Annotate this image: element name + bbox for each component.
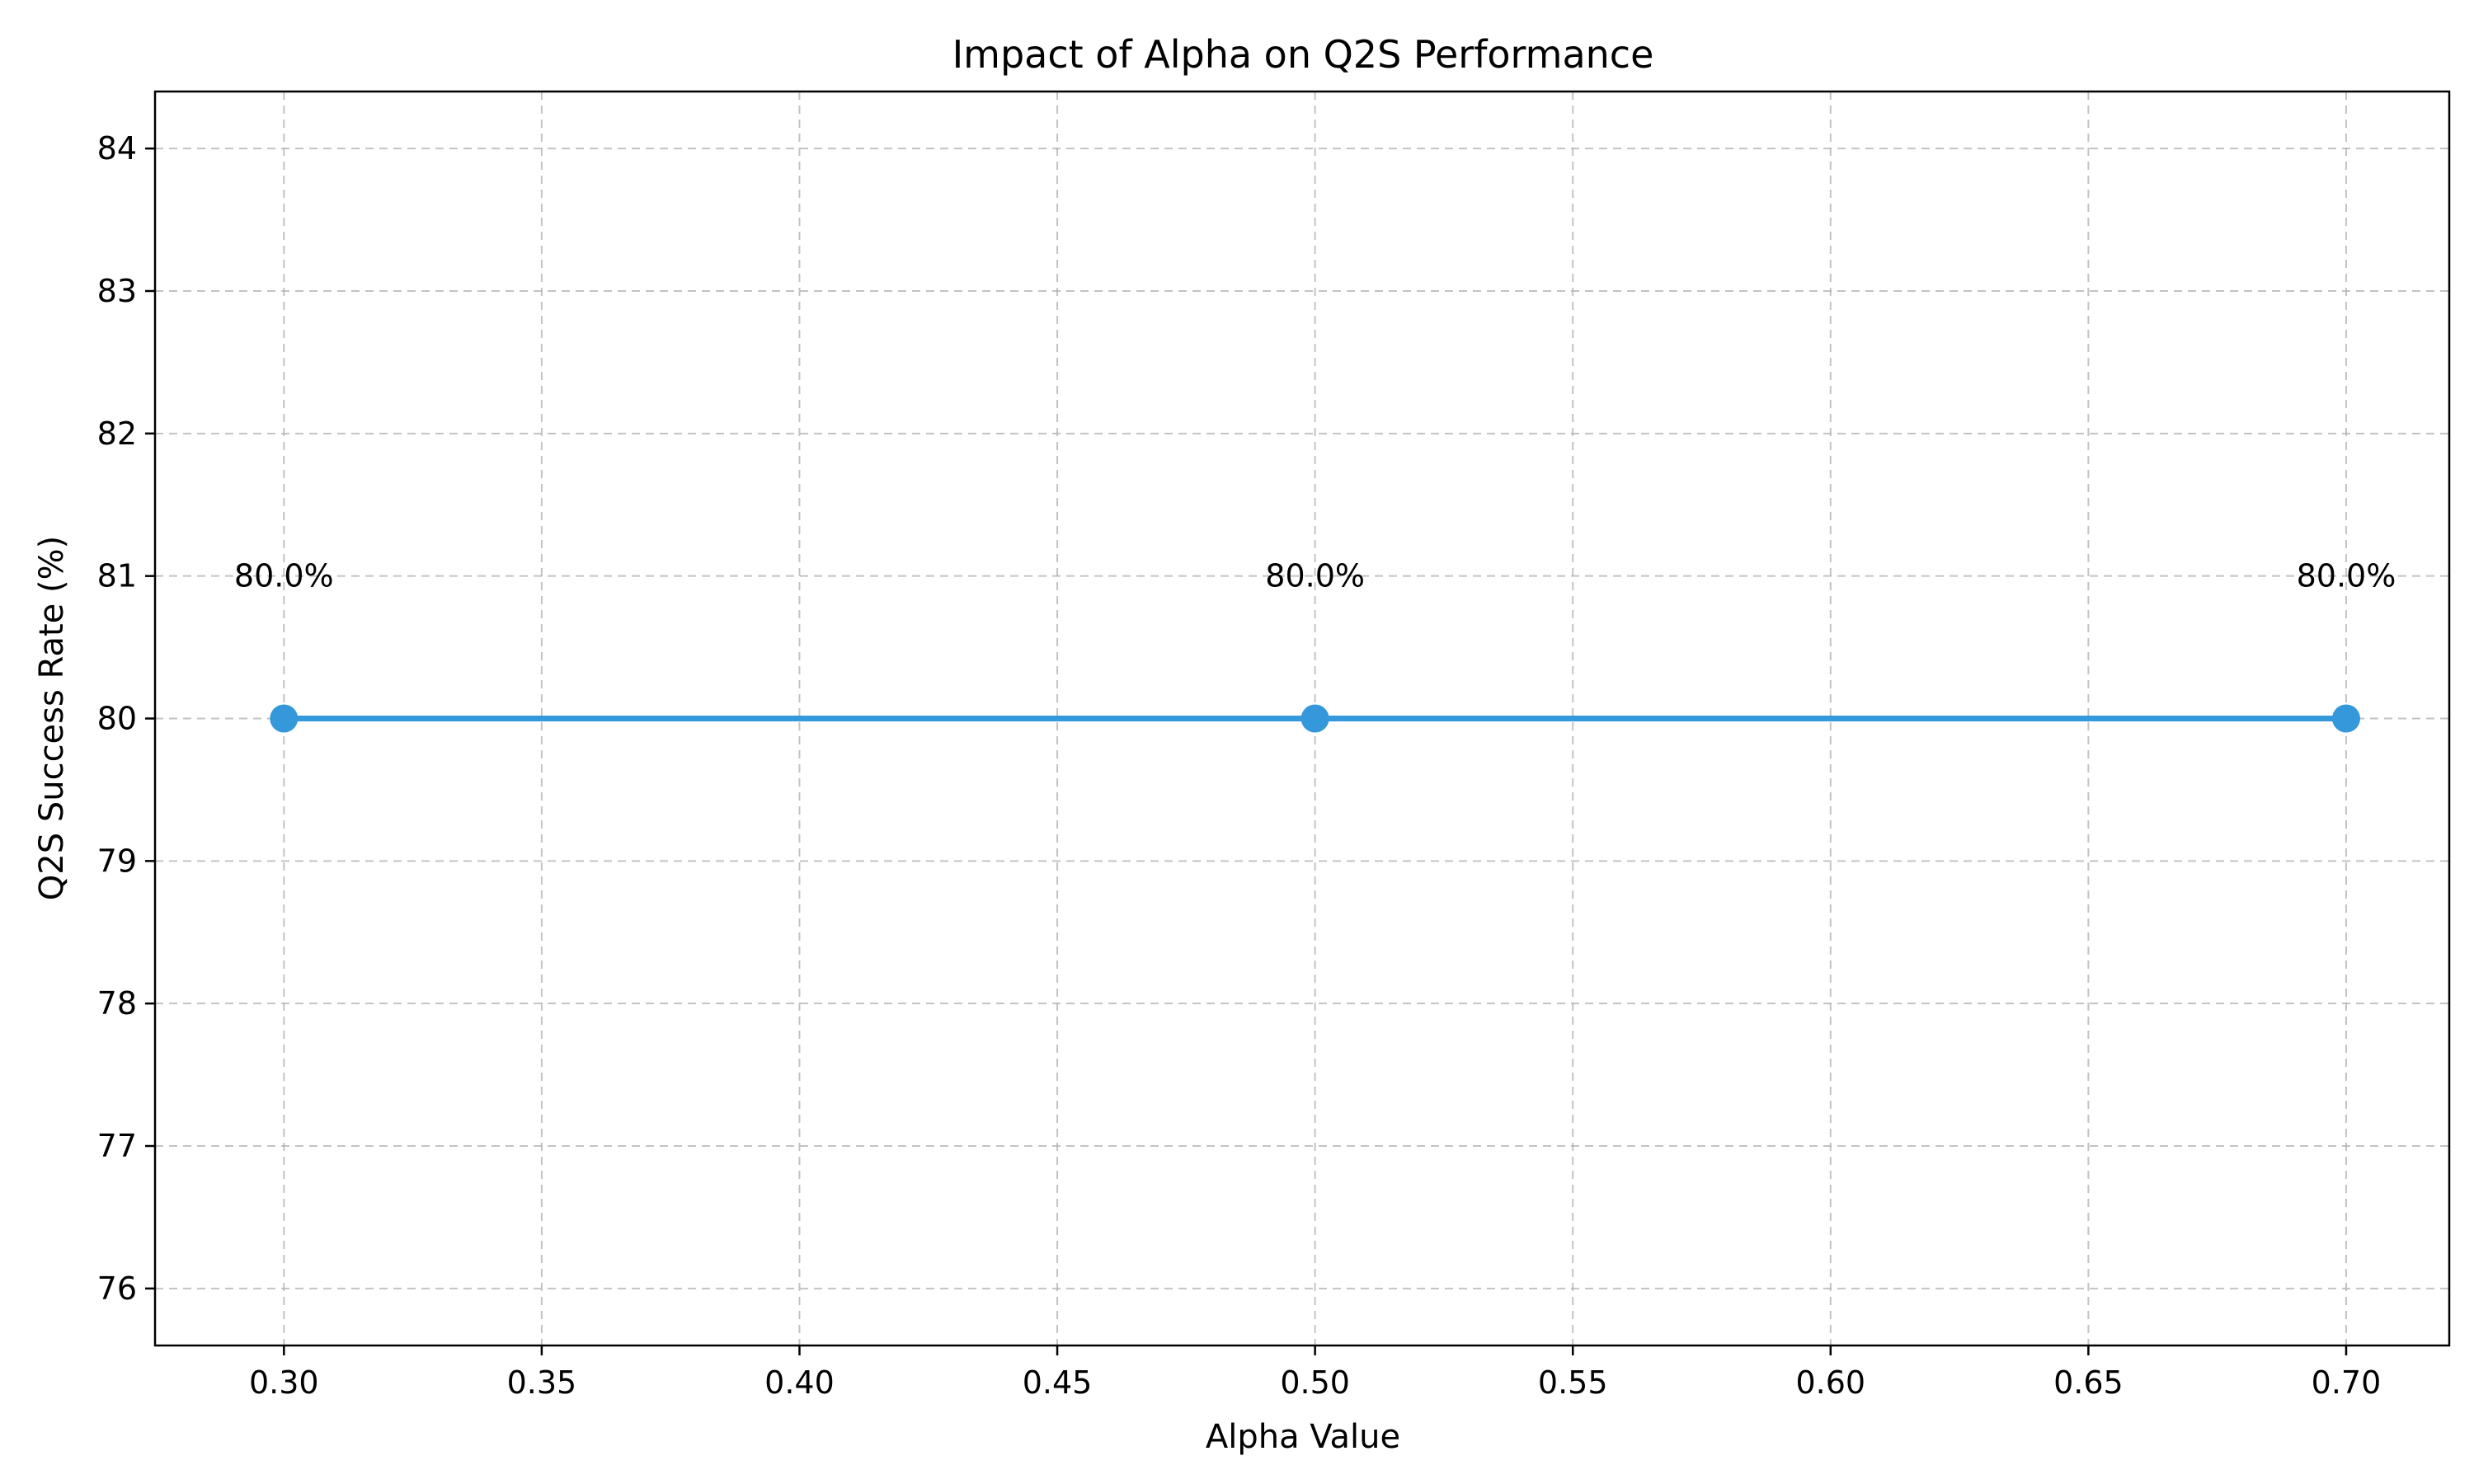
y-tick-label: 82 <box>97 416 137 452</box>
data-label: 80.0% <box>234 558 334 594</box>
data-label: 80.0% <box>2297 558 2396 594</box>
x-tick-label: 0.35 <box>507 1364 577 1401</box>
x-tick-label: 0.70 <box>2312 1364 2382 1401</box>
x-tick-label: 0.30 <box>249 1364 319 1401</box>
y-axis-title: Q2S Success Rate (%) <box>33 536 71 900</box>
series-layer <box>270 704 2360 733</box>
y-tick-label: 76 <box>97 1270 137 1307</box>
y-tick-label: 80 <box>97 701 137 737</box>
axes: 0.30 0.35 0.40 0.45 0.50 0.55 0.60 0.65 0.70 76 77… <box>97 90 2451 1401</box>
y-tick-label: 77 <box>97 1128 137 1164</box>
y-tick-label: 78 <box>97 985 137 1021</box>
y-tick-label: 79 <box>97 843 137 879</box>
chart-title: Impact of Alpha on Q2S Performance <box>952 32 1654 77</box>
x-tick-label: 0.45 <box>1023 1364 1093 1401</box>
data-point <box>270 704 299 733</box>
x-tick-label: 0.55 <box>1538 1364 1608 1401</box>
x-tick-label: 0.40 <box>764 1364 835 1401</box>
y-tick-label: 81 <box>97 558 137 594</box>
x-tick-label: 0.65 <box>2053 1364 2124 1401</box>
x-tick-label: 0.50 <box>1280 1364 1350 1401</box>
y-tick-label: 83 <box>97 273 137 309</box>
y-tick-label: 84 <box>97 130 137 167</box>
x-tick-label: 0.60 <box>1795 1364 1865 1401</box>
data-label: 80.0% <box>1265 558 1365 594</box>
data-point <box>2331 704 2360 733</box>
data-point <box>1300 704 1329 733</box>
data-labels: 80.0% 80.0% 80.0% <box>234 558 2396 594</box>
x-axis-title: Alpha Value <box>1206 1418 1400 1456</box>
